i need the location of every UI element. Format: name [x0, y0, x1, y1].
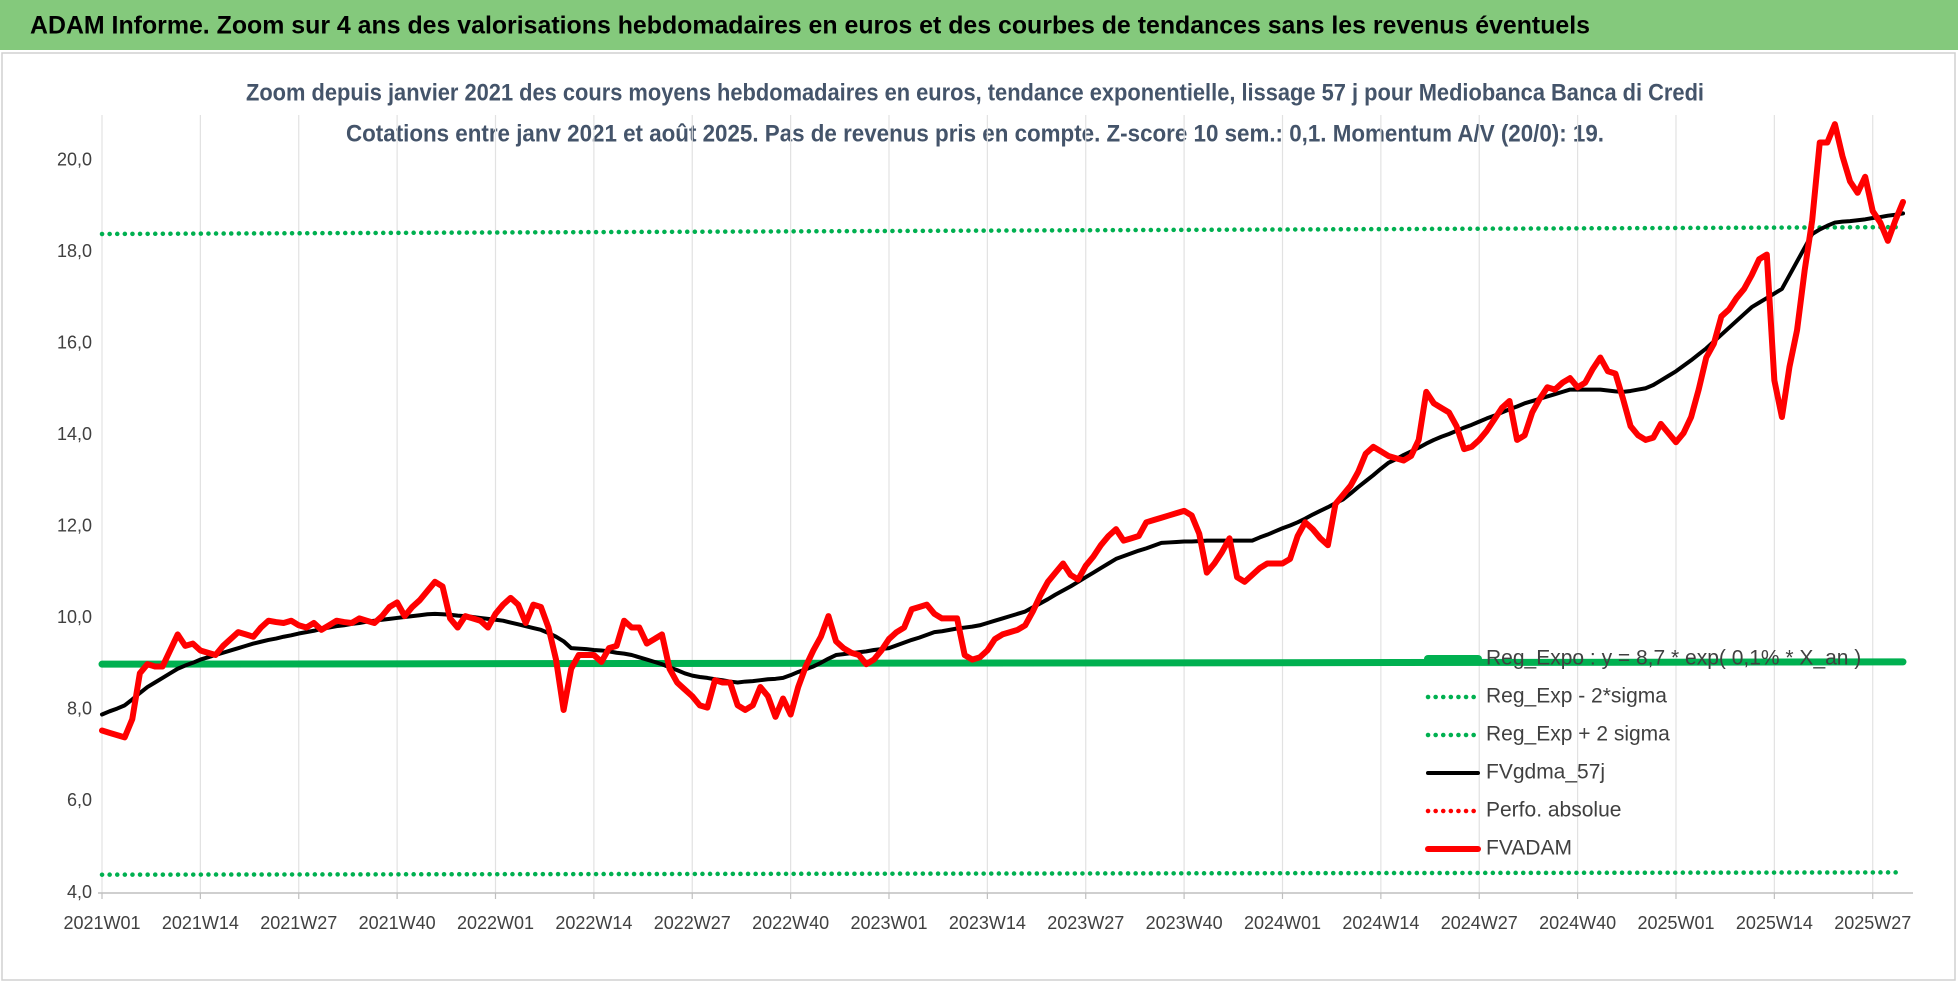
x-tick-label: 2021W14 [162, 913, 239, 933]
y-tick-label: 16,0 [57, 333, 92, 353]
legend-label: FVgdma_57j [1486, 761, 1605, 784]
legend-label: Reg_Expo : y = 8,7 * exp( 0,1% * X_an ) [1486, 647, 1861, 670]
y-tick-label: 10,0 [57, 607, 92, 627]
legend-label: Reg_Exp + 2 sigma [1486, 723, 1670, 746]
legend-label: Reg_Exp - 2*sigma [1486, 685, 1667, 708]
chart-frame [1, 52, 1956, 981]
x-tick-label: 2025W01 [1637, 913, 1714, 933]
y-tick-label: 14,0 [57, 424, 92, 444]
x-tick-label: 2021W27 [260, 913, 337, 933]
x-tick-label: 2022W27 [654, 913, 731, 933]
series-line [100, 211, 1905, 717]
y-tick-label: 12,0 [57, 516, 92, 536]
y-tick-label: 20,0 [57, 150, 92, 170]
x-tick-label: 2022W40 [752, 913, 829, 933]
chart-title: Zoom depuis janvier 2021 des cours moyen… [246, 79, 1704, 106]
x-tick-label: 2022W01 [457, 913, 534, 933]
x-tick-label: 2024W27 [1441, 913, 1518, 933]
x-tick-label: 2023W01 [850, 913, 927, 933]
reference-line [99, 224, 1906, 237]
y-tick-label: 6,0 [67, 790, 92, 810]
x-tick-label: 2024W14 [1342, 913, 1419, 933]
y-tick-label: 8,0 [67, 699, 92, 719]
x-tick-label: 2025W14 [1736, 913, 1813, 933]
x-tick-label: 2021W40 [359, 913, 436, 933]
x-tick-label: 2023W14 [949, 913, 1026, 933]
x-tick-label: 2022W14 [555, 913, 632, 933]
legend-label: Perfo. absolue [1486, 799, 1621, 822]
banner-title: ADAM Informe. Zoom sur 4 ans des valoris… [30, 12, 1590, 40]
series-line [99, 121, 1906, 741]
reference-line [99, 870, 1906, 877]
reference-line [98, 658, 1907, 668]
y-tick-label: 4,0 [67, 882, 92, 902]
x-tick-label: 2023W40 [1146, 913, 1223, 933]
chart-subtitle: Cotations entre janv 2021 et août 2025. … [346, 120, 1604, 147]
x-tick-label: 2023W27 [1047, 913, 1124, 933]
x-tick-label: 2021W01 [63, 913, 140, 933]
x-tick-label: 2024W01 [1244, 913, 1321, 933]
banner [0, 0, 1958, 50]
x-tick-label: 2024W40 [1539, 913, 1616, 933]
y-tick-label: 18,0 [57, 241, 92, 261]
x-tick-label: 2025W27 [1834, 913, 1911, 933]
legend-label: FVADAM [1486, 837, 1572, 860]
